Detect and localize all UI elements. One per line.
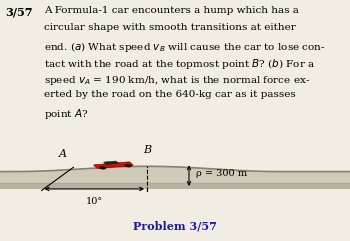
Ellipse shape [125, 164, 131, 167]
Text: ρ = 300 m: ρ = 300 m [196, 169, 247, 178]
Ellipse shape [99, 167, 106, 169]
Text: 3/57: 3/57 [5, 6, 33, 17]
Text: A Formula-1 car encounters a hump which has a: A Formula-1 car encounters a hump which … [44, 6, 299, 15]
Text: point $A$?: point $A$? [44, 107, 88, 121]
Text: circular shape with smooth transitions at either: circular shape with smooth transitions a… [44, 23, 295, 32]
Text: end. ($a$) What speed $v_B$ will cause the car to lose con-: end. ($a$) What speed $v_B$ will cause t… [44, 40, 326, 54]
Text: Problem 3/57: Problem 3/57 [133, 220, 217, 231]
Text: erted by the road on the 640-kg car as it passes: erted by the road on the 640-kg car as i… [44, 90, 295, 99]
FancyBboxPatch shape [94, 162, 133, 168]
Text: tact with the road at the topmost point $B$? ($b$) For a: tact with the road at the topmost point … [44, 57, 315, 71]
FancyBboxPatch shape [104, 161, 119, 164]
Text: 10°: 10° [86, 197, 103, 206]
Text: speed $v_A$ = 190 km/h, what is the normal force ex-: speed $v_A$ = 190 km/h, what is the norm… [44, 74, 310, 87]
Text: A: A [59, 148, 67, 159]
Text: B: B [143, 145, 151, 155]
